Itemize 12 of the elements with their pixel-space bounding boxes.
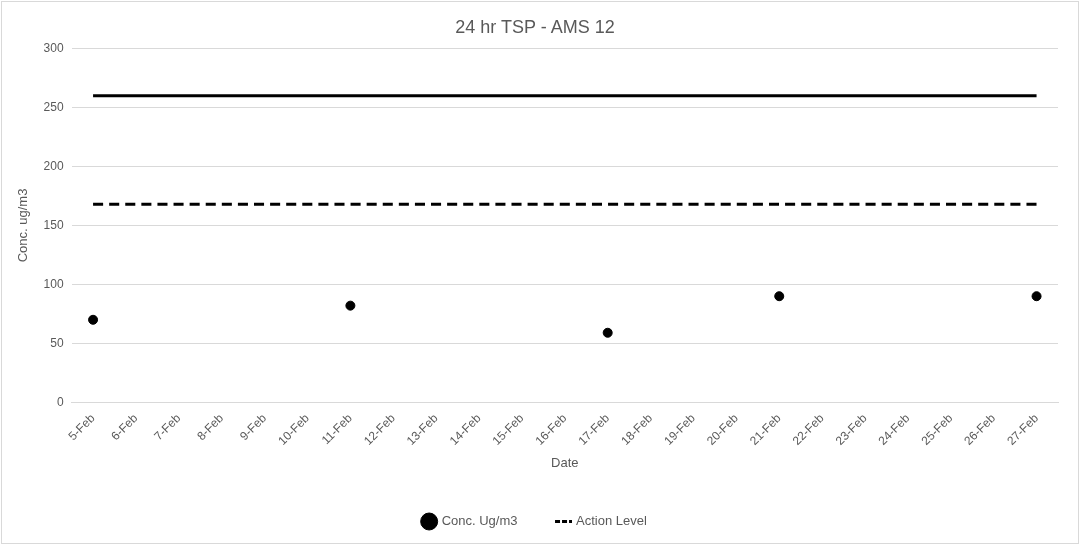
legend-label: Conc. Ug/m3	[441, 513, 518, 529]
chart-title: 24 hr TSP - AMS 12	[455, 16, 615, 37]
y-tick-label: 50	[50, 335, 64, 350]
y-tick-label: 150	[43, 217, 64, 232]
y-tick-label: 100	[43, 276, 64, 291]
y-tick-label: 250	[43, 99, 64, 114]
y-tick-label: 200	[43, 158, 64, 173]
y-tick-label: 0	[56, 394, 64, 409]
legend-label: Action Level	[576, 513, 647, 529]
x-axis-title: Date	[551, 454, 579, 470]
y-tick-label: 300	[43, 40, 64, 55]
y-axis-title: Conc. ug/m3	[15, 188, 31, 263]
